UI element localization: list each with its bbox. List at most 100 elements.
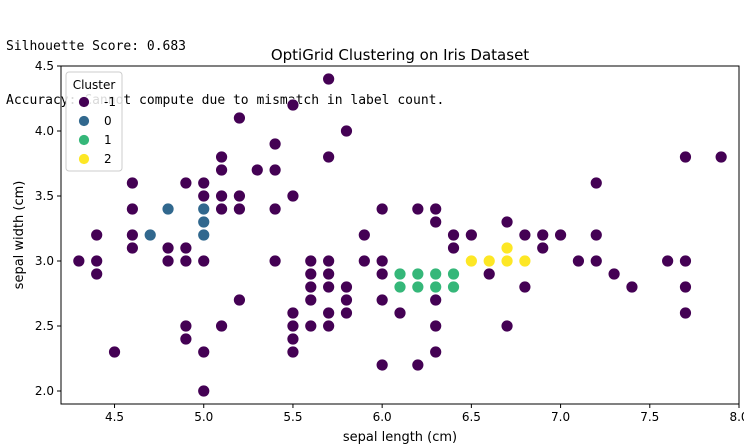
data-point <box>679 306 692 320</box>
data-point <box>215 189 228 203</box>
data-point <box>233 293 246 307</box>
data-point <box>340 280 353 294</box>
series-cluster-2 <box>464 241 532 268</box>
data-point <box>268 202 282 216</box>
data-point <box>375 202 389 216</box>
data-point <box>197 345 211 359</box>
data-point <box>72 254 86 268</box>
legend-marker <box>78 115 90 127</box>
data-point <box>322 254 336 268</box>
data-point <box>393 267 407 281</box>
data-point <box>536 228 550 242</box>
data-point <box>500 254 514 268</box>
data-point <box>607 267 621 281</box>
data-point <box>447 280 460 294</box>
legend-box <box>65 71 123 172</box>
data-point <box>268 163 282 177</box>
data-point <box>125 202 139 216</box>
x-tick-label: 5.5 <box>283 410 302 424</box>
legend-marker <box>78 96 90 108</box>
data-point <box>286 319 300 333</box>
data-point <box>90 267 104 281</box>
data-point <box>197 254 211 268</box>
x-axis: 4.5 5.0 5.5 6.0 6.5 7.0 7.5 8.0 <box>105 404 744 424</box>
y-tick-label: 3.0 <box>35 254 54 268</box>
data-point <box>536 241 550 255</box>
data-point <box>179 241 193 255</box>
data-point <box>714 150 728 164</box>
legend-title: Cluster <box>73 78 116 92</box>
data-point <box>572 254 585 268</box>
data-point <box>375 358 389 372</box>
data-point <box>143 228 157 242</box>
legend-label: 1 <box>104 133 112 147</box>
data-point <box>340 293 353 307</box>
console-output: Silhouette Score: 0.683 Accuracy: Cannot… <box>6 2 444 128</box>
y-axis-label: sepal width (cm) <box>12 181 27 290</box>
silhouette-score-text: Silhouette Score: 0.683 <box>6 39 187 54</box>
data-point <box>357 254 371 268</box>
data-point <box>90 254 104 268</box>
data-point <box>429 293 443 307</box>
data-point <box>215 163 228 177</box>
accuracy-text: Accuracy: Cannot compute due to mismatch… <box>6 93 445 108</box>
data-point <box>197 189 211 203</box>
y-axis: 2.0 2.5 3.0 3.5 4.0 4.5 <box>35 59 61 398</box>
data-point <box>286 332 300 346</box>
data-point <box>393 306 407 320</box>
data-point <box>393 280 407 294</box>
legend-marker <box>78 153 90 165</box>
data-point <box>197 176 211 190</box>
data-point <box>197 384 211 398</box>
data-point <box>322 72 336 86</box>
data-point <box>179 332 193 346</box>
x-tick-label: 7.0 <box>551 410 570 424</box>
data-point <box>357 228 371 242</box>
data-point <box>215 150 228 164</box>
data-point <box>179 254 193 268</box>
data-point <box>197 228 211 242</box>
data-point <box>286 98 300 112</box>
data-point <box>447 267 460 281</box>
data-point <box>464 254 478 268</box>
data-point <box>518 254 532 268</box>
data-point <box>482 267 496 281</box>
data-point <box>197 202 211 216</box>
data-point <box>250 163 264 177</box>
legend: Cluster -1 0 1 2 <box>65 71 123 172</box>
data-point <box>304 254 318 268</box>
legend-label: 0 <box>104 114 112 128</box>
data-point <box>554 228 567 242</box>
data-point <box>286 306 300 320</box>
data-point <box>661 254 675 268</box>
data-point <box>518 280 532 294</box>
y-tick-label: 3.5 <box>35 189 54 203</box>
data-point <box>482 254 496 268</box>
data-point <box>411 280 425 294</box>
data-point <box>589 254 603 268</box>
x-tick-label: 6.0 <box>373 410 392 424</box>
x-tick-label: 6.5 <box>462 410 481 424</box>
data-point <box>429 202 443 216</box>
data-point <box>215 319 228 333</box>
data-point <box>375 293 389 307</box>
data-point <box>215 202 228 216</box>
data-point <box>340 306 353 320</box>
data-point <box>268 254 282 268</box>
data-point <box>411 267 425 281</box>
data-point <box>679 150 692 164</box>
y-tick-label: 2.5 <box>35 319 54 333</box>
legend-label: 2 <box>104 152 112 166</box>
y-tick-label: 4.0 <box>35 124 54 138</box>
data-point <box>429 280 443 294</box>
data-point <box>304 280 318 294</box>
data-point <box>429 319 443 333</box>
data-point <box>375 267 389 281</box>
data-point <box>233 111 246 125</box>
legend-label: -1 <box>104 95 116 109</box>
data-point <box>518 228 532 242</box>
data-point <box>268 137 282 151</box>
data-point <box>161 241 175 255</box>
data-point <box>179 319 193 333</box>
